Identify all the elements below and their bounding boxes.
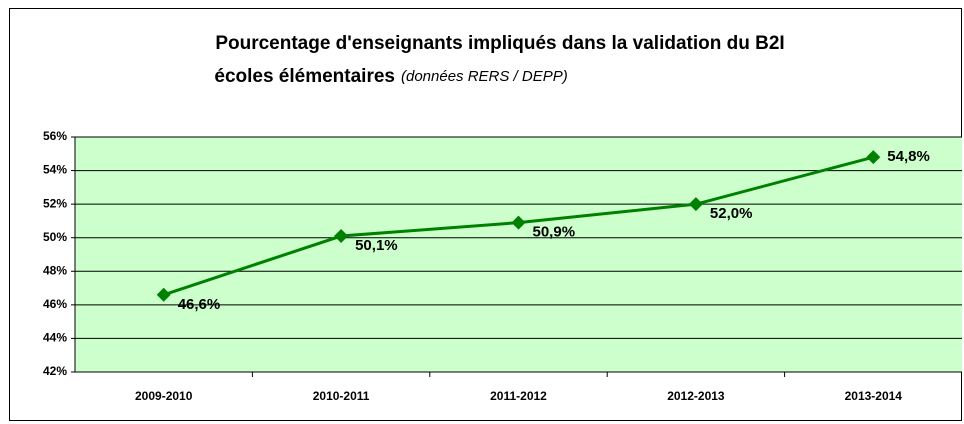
data-label: 50,9% [533, 224, 576, 241]
marker [688, 197, 703, 212]
x-tick-label: 2010-2011 [313, 389, 370, 403]
x-tick-label: 2011-2012 [490, 389, 547, 403]
marker [334, 229, 349, 244]
data-label: 50,1% [355, 237, 398, 254]
data-label: 52,0% [710, 205, 753, 222]
marker [866, 150, 881, 165]
y-tick-label: 46% [43, 297, 67, 311]
y-tick-label: 48% [43, 263, 67, 277]
y-tick-label: 44% [43, 331, 67, 345]
plot-area [75, 137, 962, 372]
x-tick-label: 2013-2014 [845, 389, 903, 403]
data-label: 54,8% [887, 148, 930, 165]
y-tick-label: 52% [43, 196, 67, 210]
data-label: 46,6% [178, 296, 221, 313]
y-tick-label: 54% [43, 163, 67, 177]
marker [511, 215, 526, 230]
x-tick-label: 2009-2010 [135, 389, 193, 403]
y-tick-label: 42% [43, 364, 67, 378]
y-tick-label: 56% [43, 129, 67, 143]
y-tick-label: 50% [43, 230, 67, 244]
marker [156, 287, 171, 302]
chart-title: Pourcentage d'enseignants impliqués dans… [215, 33, 784, 54]
chart-subtitle: écoles élémentaires [214, 66, 395, 87]
x-tick-label: 2012-2013 [667, 389, 725, 403]
chart-annotation: (données RERS / DEPP) [401, 68, 568, 85]
